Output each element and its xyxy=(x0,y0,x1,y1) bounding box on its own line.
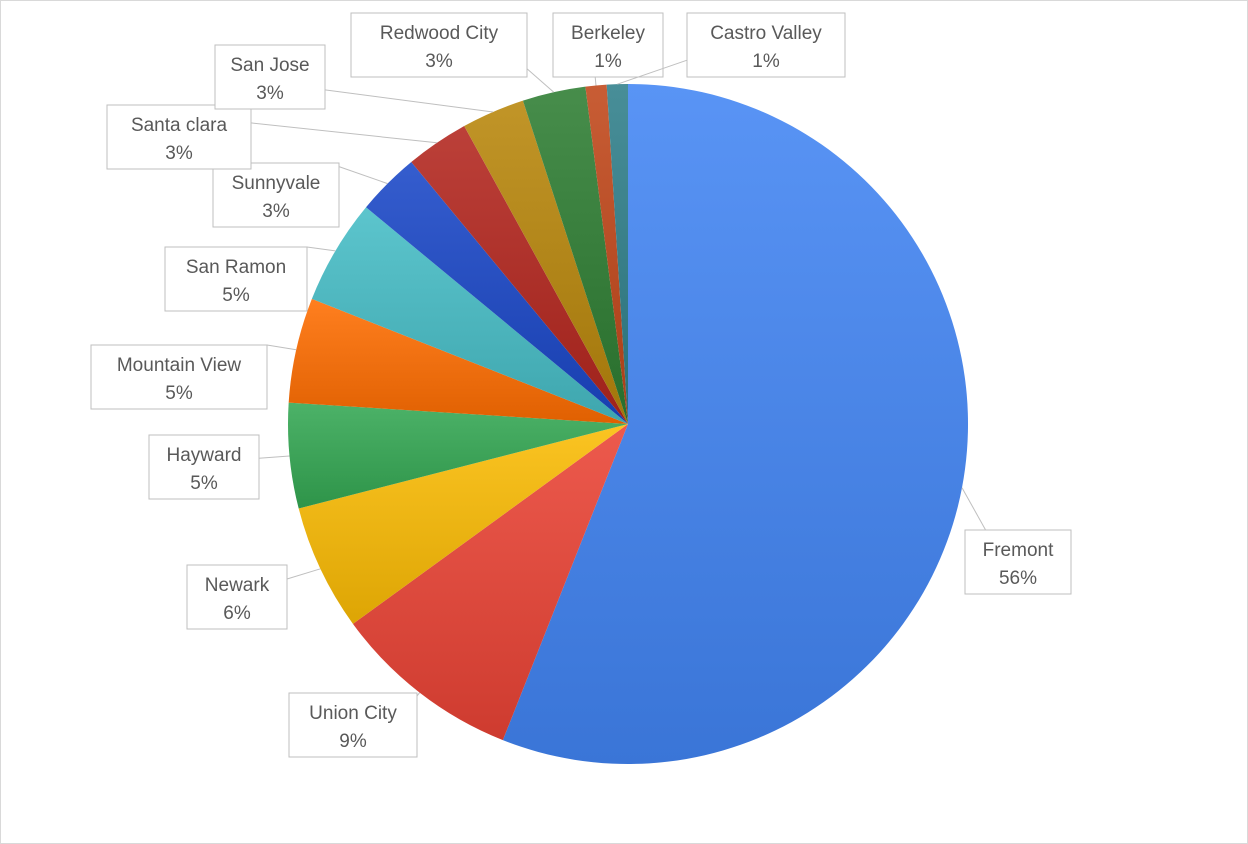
pie-slice-hayward[interactable] xyxy=(287,402,628,509)
data-label-percent: 3% xyxy=(256,83,284,104)
data-label-category: San Jose xyxy=(230,55,309,76)
pie-slice-union-city[interactable] xyxy=(352,424,628,741)
callout-leader-line xyxy=(266,344,297,351)
callout-box xyxy=(186,564,288,630)
data-label-category: Newark xyxy=(205,575,270,596)
callout-san-ramon: San Ramon 5% xyxy=(164,246,336,312)
callout-newark: Newark 6% xyxy=(186,564,321,630)
pie-slice-newark[interactable] xyxy=(298,424,628,624)
callout-leader-line xyxy=(338,166,388,185)
data-label-percent: 5% xyxy=(222,285,250,306)
pie-slice-san-jose[interactable] xyxy=(464,100,628,424)
callout-box xyxy=(90,344,268,410)
callout-leader-line xyxy=(526,68,555,93)
data-label-category: Hayward xyxy=(167,445,242,466)
callout-box xyxy=(212,162,340,228)
callout-box xyxy=(106,104,252,170)
callout-sunnyvale: Sunnyvale 3% xyxy=(212,162,388,228)
data-label-category: Sunnyvale xyxy=(232,173,321,194)
data-label-percent: 3% xyxy=(262,201,290,222)
data-label-category: Santa clara xyxy=(131,115,228,136)
data-label-percent: 3% xyxy=(425,51,453,72)
callout-leader-line xyxy=(258,455,290,459)
pie-slice-mountain-view[interactable] xyxy=(288,298,628,424)
data-label-percent: 1% xyxy=(594,51,622,72)
data-label-percent: 5% xyxy=(190,473,218,494)
callout-box xyxy=(288,692,418,758)
data-label-category: Fremont xyxy=(983,540,1054,561)
pie-slice-castro-valley[interactable] xyxy=(606,84,628,424)
data-label-percent: 5% xyxy=(165,383,193,404)
data-label-category: Berkeley xyxy=(571,23,645,44)
callout-fremont: Fremont 56% xyxy=(961,487,1072,595)
data-label-percent: 1% xyxy=(752,51,780,72)
callout-hayward: Hayward 5% xyxy=(148,434,290,500)
data-label-percent: 6% xyxy=(223,603,251,624)
callout-redwood-city: Redwood City 3% xyxy=(350,12,555,93)
pie-slice-fremont[interactable] xyxy=(502,84,969,765)
callout-leader-line xyxy=(306,246,336,252)
data-label-category: Redwood City xyxy=(380,23,499,44)
callout-berkeley: Berkeley 1% xyxy=(552,12,664,86)
callout-box xyxy=(686,12,846,78)
pie-slices xyxy=(287,84,969,765)
callout-leader-line xyxy=(286,568,321,580)
pie-slice-san-ramon[interactable] xyxy=(311,207,628,424)
callout-leader-line xyxy=(250,122,437,144)
data-label-category: Union City xyxy=(309,703,397,724)
data-label-percent: 3% xyxy=(165,143,193,164)
pie-slice-berkeley[interactable] xyxy=(585,84,628,425)
callout-castro-valley: Castro Valley 1% xyxy=(617,12,846,85)
callout-santa-clara: Santa clara 3% xyxy=(106,104,437,170)
callout-san-jose: San Jose 3% xyxy=(214,44,494,113)
data-label-percent: 56% xyxy=(999,568,1037,589)
callout-box xyxy=(148,434,260,500)
pie-slice-sunnyvale[interactable] xyxy=(366,162,628,424)
data-label-percent: 9% xyxy=(339,731,367,752)
data-label-category: Castro Valley xyxy=(710,23,822,44)
callout-box xyxy=(214,44,326,110)
callout-mountain-view: Mountain View 5% xyxy=(90,344,297,410)
pie-slice-redwood-city[interactable] xyxy=(522,86,628,425)
callout-leader-line xyxy=(324,89,494,113)
callout-leader-line xyxy=(961,487,987,531)
pie-slice-santa-clara[interactable] xyxy=(411,126,628,424)
callout-box xyxy=(552,12,664,78)
callout-box xyxy=(350,12,528,78)
data-label-category: San Ramon xyxy=(186,257,286,278)
data-label-category: Mountain View xyxy=(117,355,242,376)
callout-union-city: Union City 9% xyxy=(288,692,420,758)
callout-leader-line xyxy=(617,59,688,85)
callout-box xyxy=(964,529,1072,595)
callout-box xyxy=(164,246,308,312)
